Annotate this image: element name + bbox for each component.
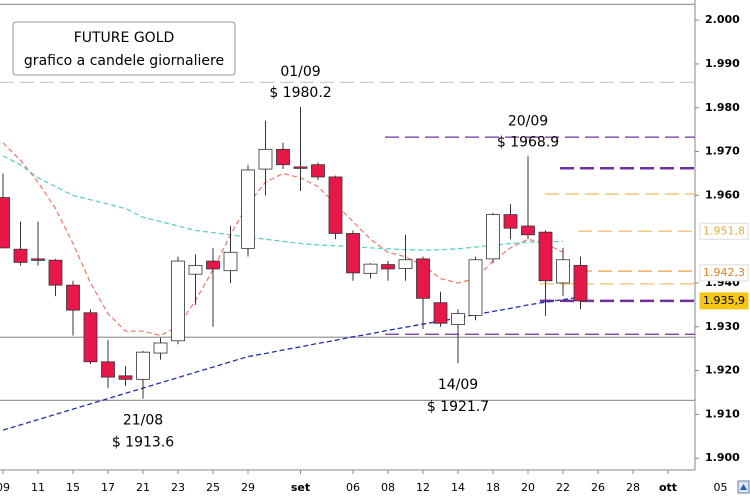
candle-body — [556, 259, 570, 284]
x-tick-label: 09 — [0, 481, 10, 494]
y-tick-label: 2.000 — [705, 13, 740, 26]
price-tag-label: 1.951,8 — [703, 224, 745, 237]
x-tick-label: 05 — [714, 481, 728, 494]
annotation-price: $ 1921.7 — [427, 399, 489, 415]
plot-area: 01/09 $ 1980.2 20/09 $ 1968.9 14/09 $ 1921.7 2… — [0, 3, 695, 451]
chart-subtitle: grafico a candele giornaliere — [24, 53, 224, 69]
y-tick-label: 1.990 — [705, 57, 740, 70]
candle-body — [153, 342, 168, 354]
moving-average — [2, 142, 564, 337]
candle-body — [241, 169, 255, 249]
x-tick-label: set — [291, 481, 310, 494]
candle-body — [293, 166, 308, 169]
price-tag-label: 1.935,9 — [703, 294, 745, 307]
x-tick-label: 29 — [241, 481, 255, 494]
candle-body — [136, 351, 150, 380]
price-tag — [699, 222, 749, 240]
annotation-date: 20/09 — [508, 113, 548, 129]
candle-body — [538, 231, 553, 282]
x-tick-label: 18 — [486, 481, 500, 494]
x-tick-label: ott — [659, 481, 677, 494]
candle-body — [398, 259, 413, 269]
y-tick-label: 1.900 — [705, 451, 740, 464]
candle-body — [188, 265, 203, 275]
price-tag-label: 1.942,3 — [703, 266, 745, 279]
y-tick-label: 1.920 — [705, 364, 740, 377]
candle-body — [118, 375, 133, 380]
candle-body — [521, 225, 535, 236]
x-tick-label: 25 — [206, 481, 220, 494]
annotation-price: $ 1913.6 — [112, 435, 174, 451]
candle-body — [451, 313, 465, 325]
candle-body — [573, 265, 588, 302]
annotation-date: 14/09 — [438, 377, 478, 393]
legend-frame — [12, 21, 236, 76]
candle-body — [433, 302, 448, 324]
price-tag — [699, 292, 749, 310]
candle-body — [206, 260, 220, 270]
x-tick-label: 06 — [346, 481, 360, 494]
candle-body — [48, 259, 63, 286]
candle-body — [346, 233, 360, 274]
y-tick-label: 1.960 — [705, 188, 740, 201]
x-tick-label: 20 — [521, 481, 535, 494]
y-tick-label: 1.980 — [705, 101, 740, 114]
candle-body — [468, 259, 483, 316]
candle-body — [66, 284, 80, 311]
candle-body — [31, 258, 45, 261]
x-tick-label: 12 — [416, 481, 430, 494]
candle-body — [101, 361, 115, 378]
chart-title: FUTURE GOLD — [74, 30, 175, 46]
candle-body — [223, 251, 238, 272]
x-tick-label: 17 — [101, 481, 115, 494]
scroll-icon — [740, 484, 747, 490]
price-tag — [699, 264, 749, 282]
legend-box: FUTURE GOLD grafico a candele giornalier… — [12, 21, 236, 76]
candle-body — [311, 164, 325, 178]
x-tick-label: 14 — [451, 481, 465, 494]
y-tick-label: 1.930 — [705, 320, 740, 333]
candle-body — [503, 214, 518, 229]
candle-body — [258, 148, 273, 170]
candle-body — [416, 258, 430, 299]
x-tick-label: 26 — [591, 481, 605, 494]
candle-body — [171, 260, 185, 342]
y-tick-label: 1.970 — [705, 145, 740, 158]
scroll-button[interactable] — [737, 480, 750, 494]
candle-body — [363, 263, 378, 274]
x-tick-label: 21 — [136, 481, 150, 494]
x-tick-label: 08 — [381, 481, 395, 494]
x-tick-label: 11 — [31, 481, 45, 494]
candle-body — [13, 248, 28, 263]
annotation-price: $ 1980.2 — [269, 85, 331, 101]
annotation-date: 21/08 — [123, 413, 163, 429]
moving-average — [2, 155, 564, 251]
annotation-date: 01/09 — [280, 64, 320, 80]
moving-average — [2, 296, 581, 431]
candle-body — [83, 312, 98, 363]
x-tick-label: 22 — [556, 481, 570, 494]
candle-body — [486, 214, 500, 260]
candle-body — [381, 264, 395, 270]
candle-body — [328, 176, 343, 234]
candle-body — [0, 197, 10, 249]
x-tick-label: 15 — [66, 481, 80, 494]
y-tick-label: 1.910 — [705, 407, 740, 420]
x-tick-label: 28 — [626, 481, 640, 494]
x-tick-label: 23 — [171, 481, 185, 494]
annotation-price: $ 1968.9 — [497, 134, 559, 150]
candle-body — [276, 148, 290, 166]
